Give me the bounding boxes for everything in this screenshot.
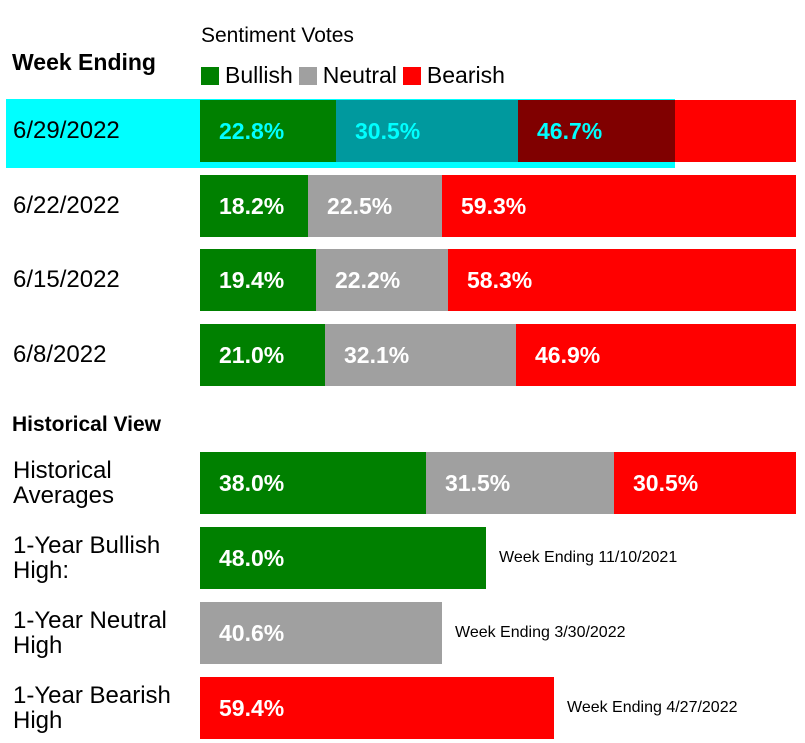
- data-label-bullish: 38.0%: [219, 469, 285, 496]
- bar-segment-bullish: 38.0%: [200, 452, 426, 514]
- legend-swatch-bearish: [402, 66, 421, 85]
- legend-label-bearish: Bearish: [426, 62, 505, 88]
- historical-label: 1-Year Neutral High: [13, 607, 167, 659]
- bar-segment-bearish-wrap: 46.7%: [518, 100, 796, 162]
- data-label-neutral: 31.5%: [445, 469, 511, 496]
- data-label-bullish: 48.0%: [219, 544, 285, 571]
- bar-segment-bullish: 22.8%: [200, 100, 336, 162]
- historical-bar: 40.6%: [200, 602, 442, 664]
- week-bar: 22.8% 30.5% 46.7%: [200, 100, 796, 162]
- data-label-neutral: 22.5%: [327, 192, 393, 219]
- week-bar: 21.0% 32.1% 46.9%: [200, 324, 796, 386]
- bar-segment-bearish: 30.5%: [614, 452, 796, 514]
- bar-segment-bearish-rest: [675, 100, 796, 162]
- bar-segment-neutral: 40.6%: [200, 602, 442, 664]
- bar-segment-bullish: 48.0%: [200, 527, 486, 589]
- bar-segment-bearish: 46.7%: [518, 100, 675, 162]
- legend-label-neutral: Neutral: [322, 62, 397, 88]
- high-date-note: Week Ending 11/10/2021: [499, 549, 678, 566]
- data-label-bullish: 18.2%: [219, 192, 285, 219]
- bar-segment-bullish: 18.2%: [200, 175, 308, 237]
- data-label-neutral: 32.1%: [344, 341, 410, 368]
- data-label-bearish: 30.5%: [633, 469, 699, 496]
- high-date-note: Week Ending 3/30/2022: [455, 624, 626, 641]
- historical-label: 1-Year Bullish High:: [13, 532, 161, 584]
- week-label: 6/29/2022: [13, 117, 120, 144]
- bar-segment-bearish: 46.9%: [516, 324, 796, 386]
- bar-segment-neutral: 31.5%: [426, 452, 614, 514]
- bar-segment-bearish: 59.3%: [442, 175, 796, 237]
- legend-item-bullish: Bullish: [201, 62, 293, 89]
- data-label-bullish: 21.0%: [219, 341, 285, 368]
- historical-bar: 59.4%: [200, 677, 554, 739]
- legend-title: Sentiment Votes: [201, 24, 354, 47]
- legend-item-bearish: Bearish: [402, 62, 505, 89]
- bar-segment-neutral: 22.2%: [316, 249, 448, 311]
- bar-segment-bearish: 58.3%: [448, 249, 796, 311]
- data-label-neutral: 40.6%: [219, 619, 285, 646]
- week-label: 6/8/2022: [13, 341, 107, 368]
- bar-segment-neutral: 22.5%: [308, 175, 442, 237]
- data-label-bearish: 46.7%: [537, 117, 603, 144]
- bar-segment-neutral: 30.5%: [336, 100, 518, 162]
- historical-label: 1-Year Bearish High: [13, 682, 171, 734]
- data-label-neutral: 22.2%: [335, 266, 401, 293]
- historical-bar: 38.0% 31.5% 30.5%: [200, 452, 796, 514]
- legend-swatch-bullish: [201, 66, 219, 85]
- data-label-bearish: 46.9%: [535, 341, 601, 368]
- bar-segment-bearish: 59.4%: [200, 677, 554, 739]
- week-bar: 18.2% 22.5% 59.3%: [200, 175, 796, 237]
- data-label-bullish: 19.4%: [219, 266, 285, 293]
- legend: Bullish Neutral Bearish: [201, 62, 511, 89]
- historical-bar: 48.0%: [200, 527, 486, 589]
- bar-segment-bullish: 21.0%: [200, 324, 325, 386]
- legend-label-bullish: Bullish: [225, 62, 293, 88]
- data-label-bearish: 58.3%: [467, 266, 533, 293]
- historical-label: Historical Averages: [13, 457, 114, 509]
- bar-segment-neutral: 32.1%: [325, 324, 516, 386]
- legend-item-neutral: Neutral: [298, 62, 397, 89]
- data-label-bearish: 59.4%: [219, 694, 285, 721]
- historical-view-heading: Historical View: [12, 413, 162, 436]
- week-label: 6/15/2022: [13, 266, 120, 293]
- week-bar: 19.4% 22.2% 58.3%: [200, 249, 796, 311]
- bar-segment-bullish: 19.4%: [200, 249, 316, 311]
- data-label-neutral: 30.5%: [355, 117, 421, 144]
- week-label: 6/22/2022: [13, 192, 120, 219]
- high-date-note: Week Ending 4/27/2022: [567, 699, 738, 716]
- legend-swatch-neutral: [298, 66, 317, 85]
- data-label-bullish: 22.8%: [219, 117, 285, 144]
- data-label-bearish: 59.3%: [461, 192, 527, 219]
- week-ending-heading: Week Ending: [12, 49, 156, 75]
